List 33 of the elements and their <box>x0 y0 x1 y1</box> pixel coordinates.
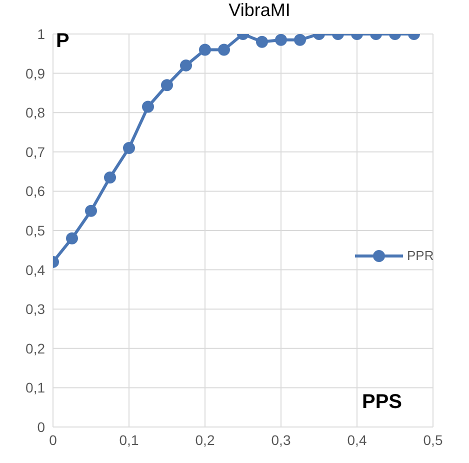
y-tick-label: 0,7 <box>26 144 46 160</box>
x-axis-title: PPS <box>362 391 402 414</box>
x-tick-label: 0,1 <box>119 432 139 448</box>
point <box>275 34 287 46</box>
y-axis-title: P <box>56 30 70 53</box>
point <box>180 59 192 72</box>
point <box>199 44 211 56</box>
x-tick-label: 0,3 <box>271 432 291 448</box>
y-tick-label: 0,5 <box>26 222 46 238</box>
x-tick-label: 0,4 <box>347 432 367 448</box>
y-tick-label: 1 <box>37 26 46 42</box>
x-tick-label: 0 <box>49 432 58 448</box>
point <box>256 36 268 48</box>
y-tick-label: 0,6 <box>26 183 46 200</box>
y-tick-label: 0,4 <box>26 262 46 278</box>
legend-label: PPR <box>407 248 434 263</box>
y-tick-label: 0,3 <box>26 301 46 318</box>
point <box>161 79 173 92</box>
x-tick-label: 0,5 <box>423 432 443 448</box>
chart-title: VibraMI <box>228 0 292 21</box>
point <box>294 34 306 46</box>
y-tick-label: 0,9 <box>26 65 46 82</box>
point <box>123 142 135 154</box>
point <box>104 171 116 184</box>
point <box>142 100 154 113</box>
point <box>218 44 230 56</box>
y-tick-label: 0,8 <box>26 104 46 121</box>
point <box>66 232 78 244</box>
y-tick-label: 0,2 <box>26 340 46 356</box>
point <box>85 204 97 217</box>
x-tick-label: 0,2 <box>195 432 215 448</box>
y-tick-label: 0 <box>37 418 46 435</box>
y-tick-label: 0,1 <box>26 380 46 396</box>
